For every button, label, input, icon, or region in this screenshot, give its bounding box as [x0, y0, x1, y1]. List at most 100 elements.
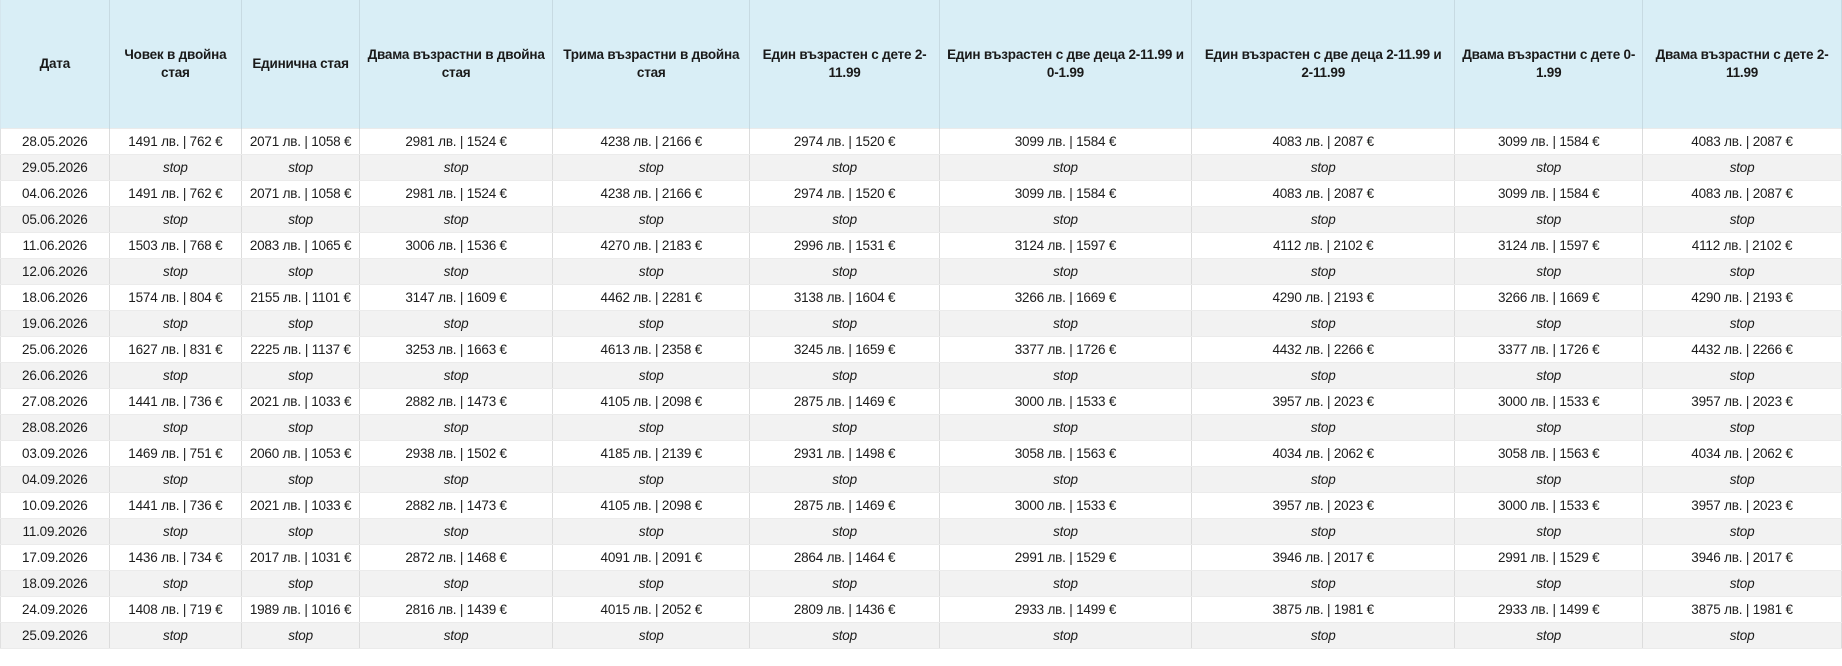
- stop-row: 28.08.2026 stop stop stop stop stop stop stop st…: [0, 413, 1842, 441]
- header-row: Дата Човек в двойна стая Единична стая Двам…: [0, 0, 1842, 128]
- price-table: Дата Човек в двойна стая Единична стая Двам…: [0, 0, 1842, 649]
- price-cell: 2809 лв. | 1436 €: [749, 595, 940, 623]
- price-cell: 1436 лв. | 734 €: [108, 543, 243, 571]
- stop-cell: stop: [108, 205, 243, 233]
- stop-cell: stop: [552, 569, 751, 597]
- stop-cell: stop: [938, 309, 1193, 337]
- stop-cell: stop: [1191, 153, 1456, 181]
- date-cell: 25.06.2026: [0, 335, 110, 363]
- price-cell: 4432 лв. | 2266 €: [1642, 335, 1842, 363]
- price-cell: 3099 лв. | 1584 €: [938, 127, 1193, 155]
- stop-cell: stop: [358, 569, 554, 597]
- stop-cell: stop: [938, 205, 1193, 233]
- price-cell: 1469 лв. | 751 €: [108, 439, 243, 467]
- stop-cell: stop: [241, 465, 360, 493]
- price-row: 25.06.2026 1627 лв. | 831 €2225 лв. | 113…: [0, 335, 1842, 363]
- column-header: Един възрастен с дете 2-11.99: [749, 0, 940, 128]
- price-cell: 4105 лв. | 2098 €: [552, 387, 751, 415]
- date-cell: 18.06.2026: [0, 283, 110, 311]
- price-cell: 2981 лв. | 1524 €: [358, 127, 554, 155]
- price-cell: 4112 лв. | 2102 €: [1191, 231, 1456, 259]
- stop-cell: stop: [108, 465, 243, 493]
- stop-cell: stop: [108, 413, 243, 441]
- price-cell: 3124 лв. | 1597 €: [938, 231, 1193, 259]
- stop-cell: stop: [1642, 569, 1842, 597]
- column-header: Дата: [0, 0, 110, 128]
- price-cell: 4238 лв. | 2166 €: [552, 127, 751, 155]
- price-cell: 2933 лв. | 1499 €: [1454, 595, 1644, 623]
- price-cell: 3875 лв. | 1981 €: [1191, 595, 1456, 623]
- price-cell: 4091 лв. | 2091 €: [552, 543, 751, 571]
- price-cell: 3377 лв. | 1726 €: [1454, 335, 1644, 363]
- price-row: 11.06.2026 1503 лв. | 768 €2083 лв. | 106…: [0, 231, 1842, 259]
- price-cell: 3099 лв. | 1584 €: [938, 179, 1193, 207]
- price-cell: 3266 лв. | 1669 €: [1454, 283, 1644, 311]
- price-cell: 3124 лв. | 1597 €: [1454, 231, 1644, 259]
- price-cell: 4270 лв. | 2183 €: [552, 231, 751, 259]
- price-cell: 2071 лв. | 1058 €: [241, 127, 360, 155]
- column-header: Един възрастен с две деца 2-11.99 и 2-11…: [1191, 0, 1456, 128]
- date-cell: 26.06.2026: [0, 361, 110, 389]
- stop-cell: stop: [938, 361, 1193, 389]
- price-cell: 1441 лв. | 736 €: [108, 387, 243, 415]
- date-cell: 19.06.2026: [0, 309, 110, 337]
- stop-row: 25.09.2026 stop stop stop stop stop stop stop st…: [0, 621, 1842, 649]
- price-cell: 4238 лв. | 2166 €: [552, 179, 751, 207]
- stop-cell: stop: [1454, 205, 1644, 233]
- stop-cell: stop: [108, 309, 243, 337]
- price-cell: 2155 лв. | 1101 €: [241, 283, 360, 311]
- stop-cell: stop: [1191, 569, 1456, 597]
- price-cell: 2875 лв. | 1469 €: [749, 387, 940, 415]
- price-cell: 3000 лв. | 1533 €: [938, 387, 1193, 415]
- price-cell: 2083 лв. | 1065 €: [241, 231, 360, 259]
- stop-cell: stop: [552, 517, 751, 545]
- column-header: Единична стая: [241, 0, 360, 128]
- price-cell: 3245 лв. | 1659 €: [749, 335, 940, 363]
- price-cell: 4290 лв. | 2193 €: [1191, 283, 1456, 311]
- stop-cell: stop: [1642, 465, 1842, 493]
- stop-cell: stop: [1454, 621, 1644, 649]
- date-cell: 18.09.2026: [0, 569, 110, 597]
- price-cell: 2864 лв. | 1464 €: [749, 543, 940, 571]
- price-cell: 2974 лв. | 1520 €: [749, 127, 940, 155]
- stop-cell: stop: [749, 153, 940, 181]
- stop-cell: stop: [1642, 517, 1842, 545]
- date-cell: 28.08.2026: [0, 413, 110, 441]
- price-cell: 3875 лв. | 1981 €: [1642, 595, 1842, 623]
- stop-cell: stop: [938, 413, 1193, 441]
- stop-cell: stop: [358, 257, 554, 285]
- date-cell: 03.09.2026: [0, 439, 110, 467]
- stop-cell: stop: [552, 465, 751, 493]
- stop-cell: stop: [1191, 309, 1456, 337]
- price-cell: 2974 лв. | 1520 €: [749, 179, 940, 207]
- stop-cell: stop: [108, 569, 243, 597]
- stop-cell: stop: [938, 621, 1193, 649]
- stop-cell: stop: [552, 413, 751, 441]
- price-cell: 4613 лв. | 2358 €: [552, 335, 751, 363]
- price-cell: 4015 лв. | 2052 €: [552, 595, 751, 623]
- stop-cell: stop: [938, 465, 1193, 493]
- column-header: Един възрастен с две деца 2-11.99 и 0-1.…: [938, 0, 1193, 128]
- stop-cell: stop: [241, 361, 360, 389]
- price-row: 28.05.2026 1491 лв. | 762 €2071 лв. | 105…: [0, 127, 1842, 155]
- price-cell: 3000 лв. | 1533 €: [938, 491, 1193, 519]
- stop-cell: stop: [1642, 309, 1842, 337]
- stop-cell: stop: [358, 309, 554, 337]
- price-cell: 1627 лв. | 831 €: [108, 335, 243, 363]
- price-cell: 4462 лв. | 2281 €: [552, 283, 751, 311]
- price-cell: 2933 лв. | 1499 €: [938, 595, 1193, 623]
- date-cell: 12.06.2026: [0, 257, 110, 285]
- price-cell: 4083 лв. | 2087 €: [1191, 179, 1456, 207]
- column-header: Трима възрастни в двойна стая: [552, 0, 751, 128]
- stop-cell: stop: [749, 621, 940, 649]
- stop-row: 11.09.2026 stop stop stop stop stop stop stop st…: [0, 517, 1842, 545]
- stop-cell: stop: [749, 465, 940, 493]
- stop-cell: stop: [1454, 465, 1644, 493]
- stop-cell: stop: [241, 569, 360, 597]
- stop-cell: stop: [938, 257, 1193, 285]
- price-cell: 3266 лв. | 1669 €: [938, 283, 1193, 311]
- stop-row: 18.09.2026 stop stop stop stop stop stop stop st…: [0, 569, 1842, 597]
- stop-cell: stop: [749, 569, 940, 597]
- stop-cell: stop: [1191, 621, 1456, 649]
